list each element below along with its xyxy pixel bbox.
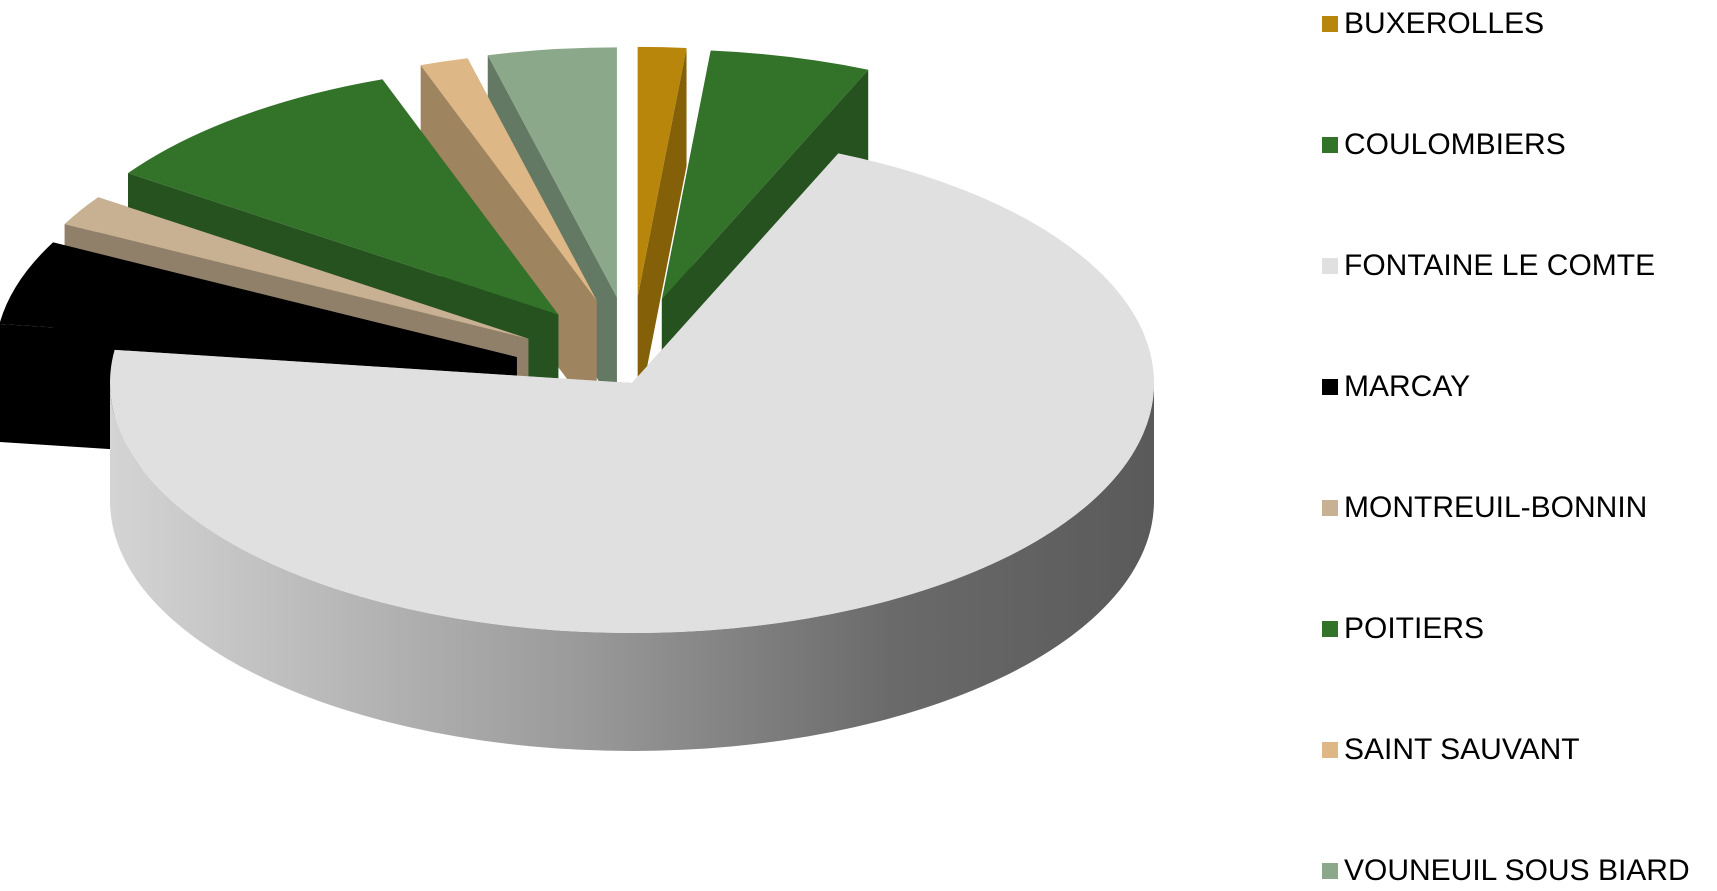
pie-slices <box>0 46 1154 751</box>
legend-label: VOUNEUIL SOUS BIARD <box>1344 854 1690 887</box>
legend-item: VOUNEUIL SOUS BIARD <box>1322 851 1690 891</box>
pie-chart-svg <box>0 46 1154 751</box>
legend-item: POITIERS <box>1322 609 1484 649</box>
legend-label: POITIERS <box>1344 612 1485 645</box>
pie-slice-top <box>420 58 597 301</box>
pie-slice-top <box>0 242 517 358</box>
legend-swatch <box>1322 863 1338 879</box>
legend-swatch <box>1322 137 1338 153</box>
legend-swatch <box>1322 379 1338 395</box>
legend-item: SAINT SAUVANT <box>1322 730 1580 770</box>
pie-slice-top <box>64 197 529 339</box>
legend-label: FONTAINE LE COMTE <box>1344 249 1656 282</box>
legend-item: MARCAY <box>1322 367 1470 407</box>
pie-slice-top <box>127 79 559 315</box>
legend-swatch <box>1322 621 1338 637</box>
pie-slice-top <box>487 47 617 298</box>
pie-slice-top <box>109 153 1154 633</box>
legend-label: BUXEROLLES <box>1344 7 1545 40</box>
pie-slice-wall <box>637 47 687 415</box>
pie-slice <box>637 46 687 415</box>
legend-swatch <box>1322 500 1338 516</box>
legend-item: MONTREUIL-BONNIN <box>1322 488 1647 528</box>
pie-slice-top <box>637 46 687 297</box>
legend-item: COULOMBIERS <box>1322 125 1566 165</box>
pie-chart-area <box>0 46 1154 751</box>
legend-swatch <box>1322 258 1338 274</box>
pie-slice <box>109 153 1154 751</box>
chart-legend: BUXEROLLES COULOMBIERS FONTAINE LE COMTE… <box>1322 0 1717 887</box>
pie-slice-top <box>661 50 869 300</box>
pie-slice-side <box>110 383 1154 751</box>
legend-item: BUXEROLLES <box>1322 4 1544 44</box>
legend-swatch <box>1322 16 1338 32</box>
legend-item: FONTAINE LE COMTE <box>1322 246 1655 286</box>
legend-label: MARCAY <box>1344 370 1471 403</box>
legend-label: MONTREUIL-BONNIN <box>1344 491 1648 524</box>
legend-swatch <box>1322 742 1338 758</box>
legend-label: SAINT SAUVANT <box>1344 733 1580 766</box>
legend-label: COULOMBIERS <box>1344 128 1566 161</box>
